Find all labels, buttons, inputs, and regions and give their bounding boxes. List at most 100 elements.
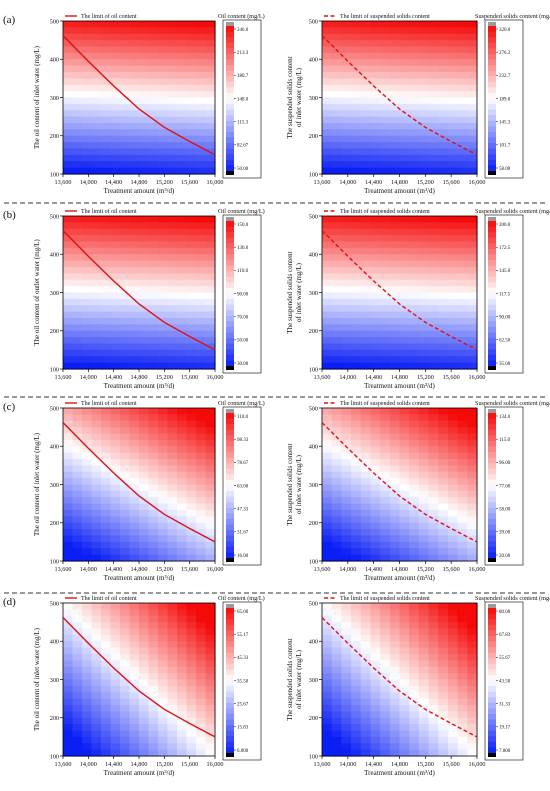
heatmap-cell [158, 33, 169, 41]
heatmap-cell [380, 541, 391, 549]
heatmap-cell [438, 59, 449, 67]
heatmap-cell [438, 305, 449, 313]
heatmap-cell [428, 705, 439, 712]
heatmap-cell [148, 554, 159, 562]
heatmap-cell [82, 414, 93, 422]
heatmap-cell [177, 724, 188, 732]
heatmap-cell [351, 103, 362, 111]
heatmap-cell [139, 414, 150, 422]
heatmap-cell [186, 705, 197, 712]
heatmap-cell [360, 743, 372, 751]
heatmap-cell [82, 148, 93, 156]
heatmap-cell [418, 349, 430, 357]
heatmap-cell [457, 343, 468, 351]
heatmap-cell [360, 724, 372, 732]
heatmap-cell [399, 497, 410, 505]
heatmap-cell [389, 343, 401, 351]
heatmap-cell [399, 478, 410, 486]
heatmap-cell [341, 503, 352, 511]
heatmap-cell [72, 717, 83, 725]
heatmap-cell [438, 298, 449, 306]
heatmap-cell [205, 654, 216, 661]
heatmap-cell [341, 497, 352, 505]
heatmap-cell [186, 736, 197, 744]
heatmap-cell [360, 679, 372, 687]
heatmap-cell [148, 292, 159, 300]
heatmap-cell [389, 609, 401, 617]
colorbar-tick-label: 98.33 [237, 438, 249, 443]
heatmap-cell [158, 711, 169, 719]
heatmap-cell [72, 465, 83, 473]
heatmap-cell [322, 46, 333, 54]
heatmap-cell [322, 478, 333, 486]
heatmap-cell [110, 615, 121, 623]
heatmap-cell [370, 541, 381, 549]
heatmap-cell [322, 647, 333, 655]
heatmap-cell [428, 21, 439, 28]
heatmap-cell [91, 743, 102, 751]
heatmap-cell [148, 408, 159, 415]
heatmap-cell [447, 167, 459, 175]
heatmap-cell [91, 724, 102, 732]
heatmap-cell [110, 490, 121, 498]
heatmap-cell [139, 673, 150, 681]
x-tick-label: 15,200 [156, 566, 173, 573]
heatmap-cell [72, 548, 83, 556]
heatmap-cell [341, 305, 352, 313]
heatmap-cell [409, 27, 420, 35]
heatmap-cell [72, 603, 83, 610]
heatmap-cell [167, 33, 178, 41]
heatmap-cell [167, 59, 178, 67]
heatmap-cell [351, 167, 362, 175]
heatmap-cell [91, 273, 102, 281]
heatmap-cell [457, 59, 468, 67]
heatmap-cell [447, 459, 459, 466]
heatmap-cell [341, 749, 352, 757]
heatmap-cell [167, 673, 178, 681]
colorbar-segment [226, 546, 234, 553]
colorbar-segment [226, 59, 234, 66]
heatmap-cell [418, 471, 430, 479]
heatmap-cell [467, 647, 478, 655]
legend-label: The limit of suspended solids content [340, 400, 430, 407]
heatmap-cell [399, 503, 410, 511]
colorbar-segment [226, 304, 234, 311]
heatmap-cell [139, 420, 150, 428]
heatmap-cell [438, 724, 449, 732]
heatmap-cell [457, 522, 468, 530]
heatmap-cell [148, 123, 159, 130]
heatmap-cell [167, 216, 178, 223]
heatmap-cell [82, 427, 93, 435]
heatmap-cell [399, 116, 410, 124]
heatmap-cell [389, 603, 401, 610]
heatmap-cell [467, 305, 478, 313]
heatmap-cell [82, 724, 93, 732]
heatmap-cell [380, 647, 391, 655]
heatmap-cell [91, 254, 102, 262]
heatmap-cell [186, 484, 197, 492]
heatmap-cell [167, 717, 178, 725]
heatmap-cell [370, 673, 381, 681]
heatmap-cell [409, 730, 420, 738]
heatmap-cell [82, 736, 93, 744]
heatmap-cell [322, 497, 333, 505]
legend-label: The limit of suspended solids content [340, 208, 430, 215]
heatmap-cell [110, 273, 121, 281]
x-tick-label: 15,600 [181, 179, 198, 186]
heatmap-cell [409, 749, 420, 757]
heatmap-cell [120, 730, 131, 738]
heatmap-cell [389, 324, 401, 332]
heatmap-cell [63, 59, 74, 67]
heatmap-cell [360, 554, 372, 562]
heatmap-cell [322, 33, 333, 41]
heatmap-cell [322, 490, 333, 498]
heatmap-cell [389, 641, 401, 649]
heatmap-cell [380, 609, 391, 617]
heatmap-cell [101, 548, 112, 556]
heatmap-cell [148, 743, 159, 751]
heatmap-cell [409, 241, 420, 249]
heatmap-cell [389, 634, 401, 642]
panel-label: (a) [3, 14, 16, 26]
heatmap-cell [351, 216, 362, 223]
colorbar-overflow-low [488, 558, 496, 562]
